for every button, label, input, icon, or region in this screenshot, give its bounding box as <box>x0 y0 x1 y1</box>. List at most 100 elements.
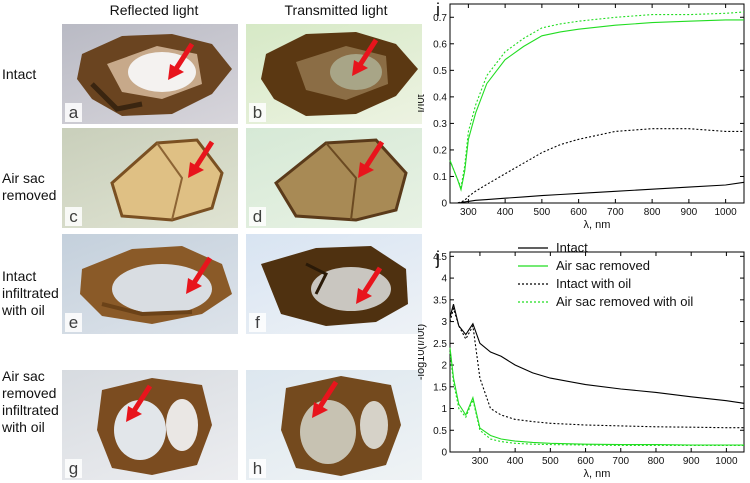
series-line-air-sac-removed <box>449 19 744 192</box>
specimen-illustration <box>261 32 418 116</box>
row-label-line: Intact <box>2 66 37 82</box>
row-label-line: Intact <box>2 268 37 284</box>
panel-letter-g: g <box>65 459 82 478</box>
row-label-line: removed <box>2 385 57 401</box>
legend-entry: Intact with oil <box>556 276 631 291</box>
photo-panel-g: g <box>62 370 238 480</box>
arrow-icon <box>126 384 153 422</box>
panel-letter-c: c <box>65 207 82 226</box>
row-label-line: with oil <box>2 419 45 435</box>
panel-letter-i: i <box>436 0 440 20</box>
x-tick-label: 400 <box>507 456 524 467</box>
series-line-intact-with-oil <box>450 128 744 204</box>
arrow-icon <box>358 140 385 178</box>
x-tick-label: 700 <box>612 456 629 467</box>
panel-letter-h: h <box>249 459 266 478</box>
y-tick-label: 0.6 <box>433 39 447 50</box>
panel-letter-j: j <box>435 248 440 268</box>
y-tick-label: 1.5 <box>433 382 447 393</box>
series-line-air-sac-removed-with-oil <box>449 351 744 447</box>
panel-letter-b: b <box>249 103 266 122</box>
specimen-illustration <box>80 246 232 324</box>
row-label-line: removed <box>2 187 57 203</box>
x-tick-label: 1000 <box>715 207 738 218</box>
legend-entry: Air sac removed with oil <box>556 294 693 309</box>
x-tick-label: 400 <box>497 207 514 218</box>
row-label-air-sac-removed: Air sac removed <box>2 170 56 204</box>
row-label-intact-oil: Intact infiltrated with oil <box>2 268 59 319</box>
row-label-line: Air sac <box>2 368 45 384</box>
y-tick-label: 0.1 <box>433 172 447 183</box>
chart-j: j 0 0.5 1 1.5 2 2.5 3 3.5 4 4.5 300 400 500 600 700 800 9… <box>418 240 745 480</box>
y-tick-label: 3 <box>441 317 447 328</box>
legend-entry: Air sac removed <box>556 258 650 273</box>
y-tick-label: 2 <box>441 361 447 372</box>
y-tick-label: 3.5 <box>433 295 447 306</box>
photo-panel-a: a <box>62 24 238 124</box>
row-label-air-sac-removed-oil: Air sac removed infiltrated with oil <box>2 368 59 436</box>
y-tick-label: 1 <box>441 404 447 415</box>
series-line-intact <box>449 304 745 404</box>
x-tick-label: 500 <box>542 456 559 467</box>
column-header-reflected: Reflected light <box>109 2 199 18</box>
series-line-intact-with-oil <box>449 306 744 429</box>
row-label-line: infiltrated <box>2 402 59 418</box>
plot-frame <box>449 3 745 204</box>
y-tick-label: 4.5 <box>433 252 447 263</box>
x-tick-label: 900 <box>683 456 700 467</box>
x-tick-label: 800 <box>648 456 665 467</box>
row-label-line: infiltrated <box>2 285 59 301</box>
x-tick-label: 300 <box>472 456 489 467</box>
x-tick-label: 500 <box>534 207 551 218</box>
y-tick-label: 0.3 <box>433 119 447 130</box>
series-line-intact <box>450 181 745 204</box>
panel-letter-d: d <box>249 207 266 226</box>
specimen-illustration <box>274 138 408 222</box>
photo-panel-b: b <box>246 24 422 124</box>
arrow-icon <box>188 140 215 178</box>
arrow-icon <box>356 266 383 304</box>
y-axis-label: I/I0t <box>418 94 427 112</box>
arrow-icon <box>186 256 213 294</box>
specimen-illustration <box>110 138 224 222</box>
y-tick-label: 2.5 <box>433 339 447 350</box>
arrow-icon <box>352 38 379 76</box>
row-label-line: Air sac <box>2 170 45 186</box>
arrow-icon <box>312 380 339 418</box>
specimen-illustration <box>77 34 232 116</box>
x-axis-label: λ, nm <box>584 219 611 231</box>
y-tick-label: 0 <box>441 199 447 210</box>
row-label-line: with oil <box>2 302 45 318</box>
x-tick-label: 700 <box>607 207 624 218</box>
y-tick-label: 4 <box>441 274 447 285</box>
x-tick-label: 900 <box>681 207 698 218</box>
x-tick-label: 300 <box>460 207 477 218</box>
panel-letter-f: f <box>249 313 266 332</box>
y-tick-label: 0.5 <box>433 66 447 77</box>
panel-letter-a: a <box>65 103 82 122</box>
y-tick-label: 0.2 <box>433 145 447 156</box>
x-tick-label: 800 <box>644 207 661 218</box>
chart-i: i 0 0.1 0.2 0.3 0.4 0.5 0.6 0.7 300 400 500 600 700 80… <box>418 0 745 231</box>
panel-letter-e: e <box>65 313 82 332</box>
photo-panel-h: h <box>246 370 422 480</box>
y-tick-label: 0.7 <box>433 13 447 24</box>
x-axis-label: λ, nm <box>584 468 611 480</box>
series-line-air-sac-removed <box>449 347 744 446</box>
photo-panel-d: d <box>246 128 422 228</box>
y-tick-label: 0 <box>441 448 447 459</box>
y-axis-label: -log10(I/I0t) <box>418 324 427 380</box>
photo-panel-f: f <box>246 234 422 334</box>
x-tick-label: 1000 <box>715 456 738 467</box>
photo-panel-c: c <box>62 128 238 228</box>
column-header-transmitted: Transmitted light <box>284 2 388 18</box>
arrow-icon <box>168 42 195 80</box>
series-line-air-sac-removed-with-oil <box>449 11 745 189</box>
x-tick-label: 600 <box>577 456 594 467</box>
y-tick-label: 0.4 <box>433 92 447 103</box>
y-tick-label: 0.5 <box>433 426 447 437</box>
legend-entry: Intact <box>556 240 588 255</box>
specimen-illustration <box>261 246 408 326</box>
photo-panel-e: e <box>62 234 238 334</box>
x-tick-label: 600 <box>570 207 587 218</box>
